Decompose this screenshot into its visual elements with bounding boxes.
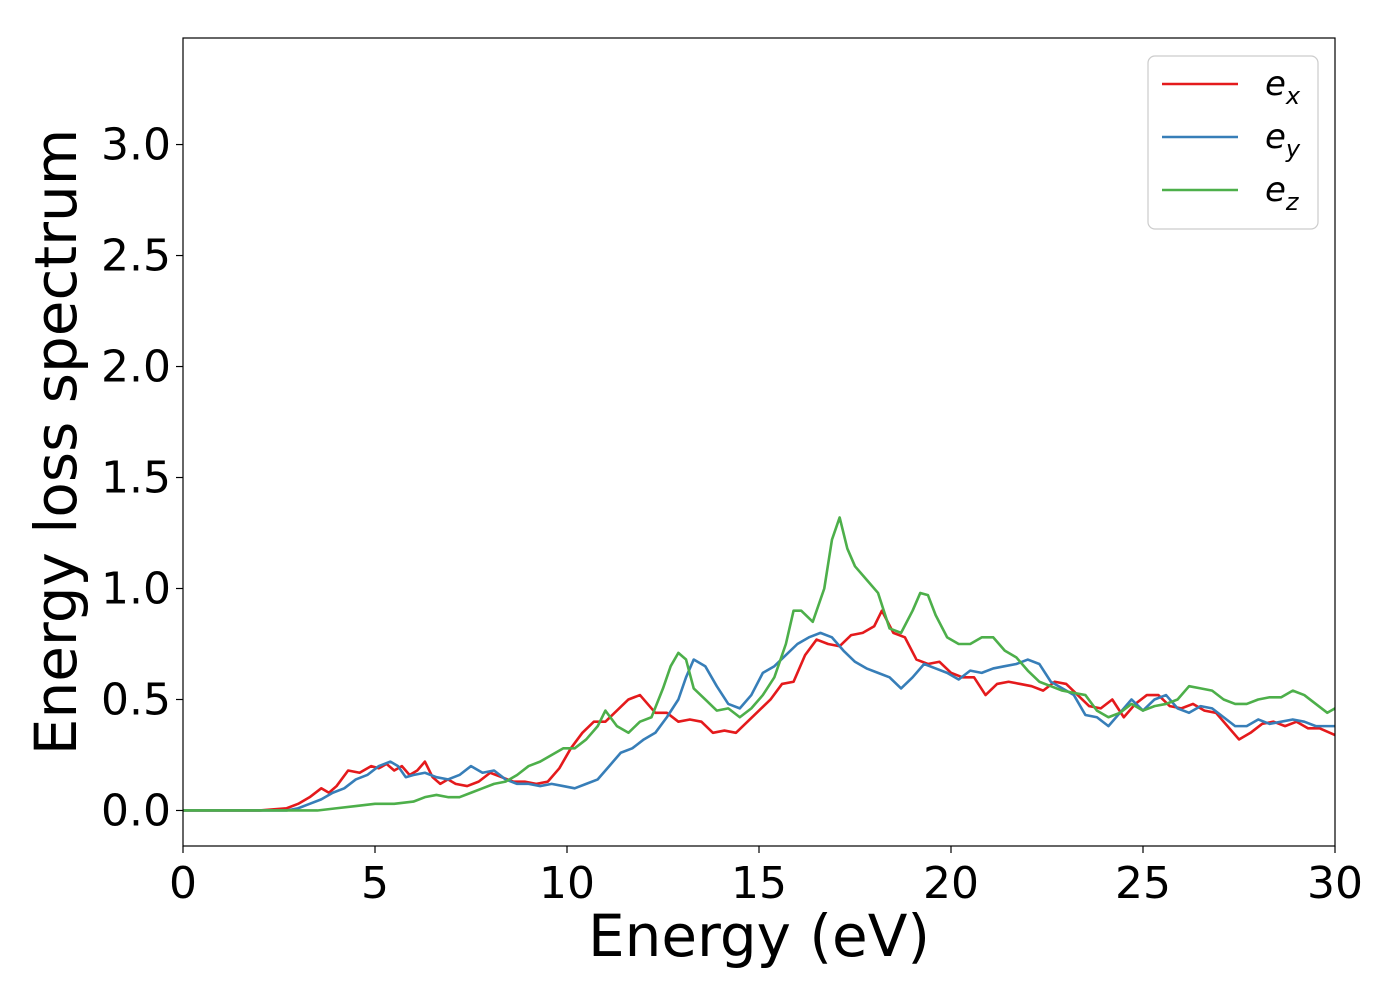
x-tick-label: 5 (361, 858, 389, 909)
legend-label-ey: ey (1265, 117, 1301, 163)
y-tick-label: 1.5 (101, 453, 171, 504)
series-layer (183, 516, 1335, 812)
y-axis-label: Energy loss spectrum (22, 129, 90, 755)
x-tick-label: 25 (1115, 858, 1171, 909)
legend-entries: ex ey ez (1162, 64, 1301, 216)
series-line-ex (183, 609, 1335, 812)
y-tick-label: 3.0 (101, 120, 171, 171)
y-tick-label: 1.0 (101, 564, 171, 615)
legend: ex ey ez (1147, 55, 1319, 230)
x-tick-label: 20 (923, 858, 979, 909)
series-line-ez (183, 516, 1335, 812)
series-line-ey (183, 631, 1335, 812)
x-axis-label: Energy (eV) (588, 902, 930, 970)
y-tick-label: 2.0 (101, 342, 171, 393)
legend-box (1147, 55, 1319, 230)
y-axis-ticks: 0.0 0.5 1.0 1.5 2.0 2.5 3.0 (101, 120, 183, 836)
x-tick-label: 10 (539, 858, 595, 909)
x-tick-label: 15 (731, 858, 787, 909)
y-tick-label: 0.0 (101, 785, 171, 836)
y-tick-label: 0.5 (101, 674, 171, 725)
x-tick-label: 30 (1307, 858, 1363, 909)
y-tick-label: 2.5 (101, 231, 171, 282)
x-tick-label: 0 (169, 858, 197, 909)
legend-label-ez: ez (1265, 170, 1300, 216)
legend-label-ex: ex (1265, 64, 1301, 110)
x-axis-ticks: 0 5 10 15 20 25 30 (169, 846, 1363, 909)
